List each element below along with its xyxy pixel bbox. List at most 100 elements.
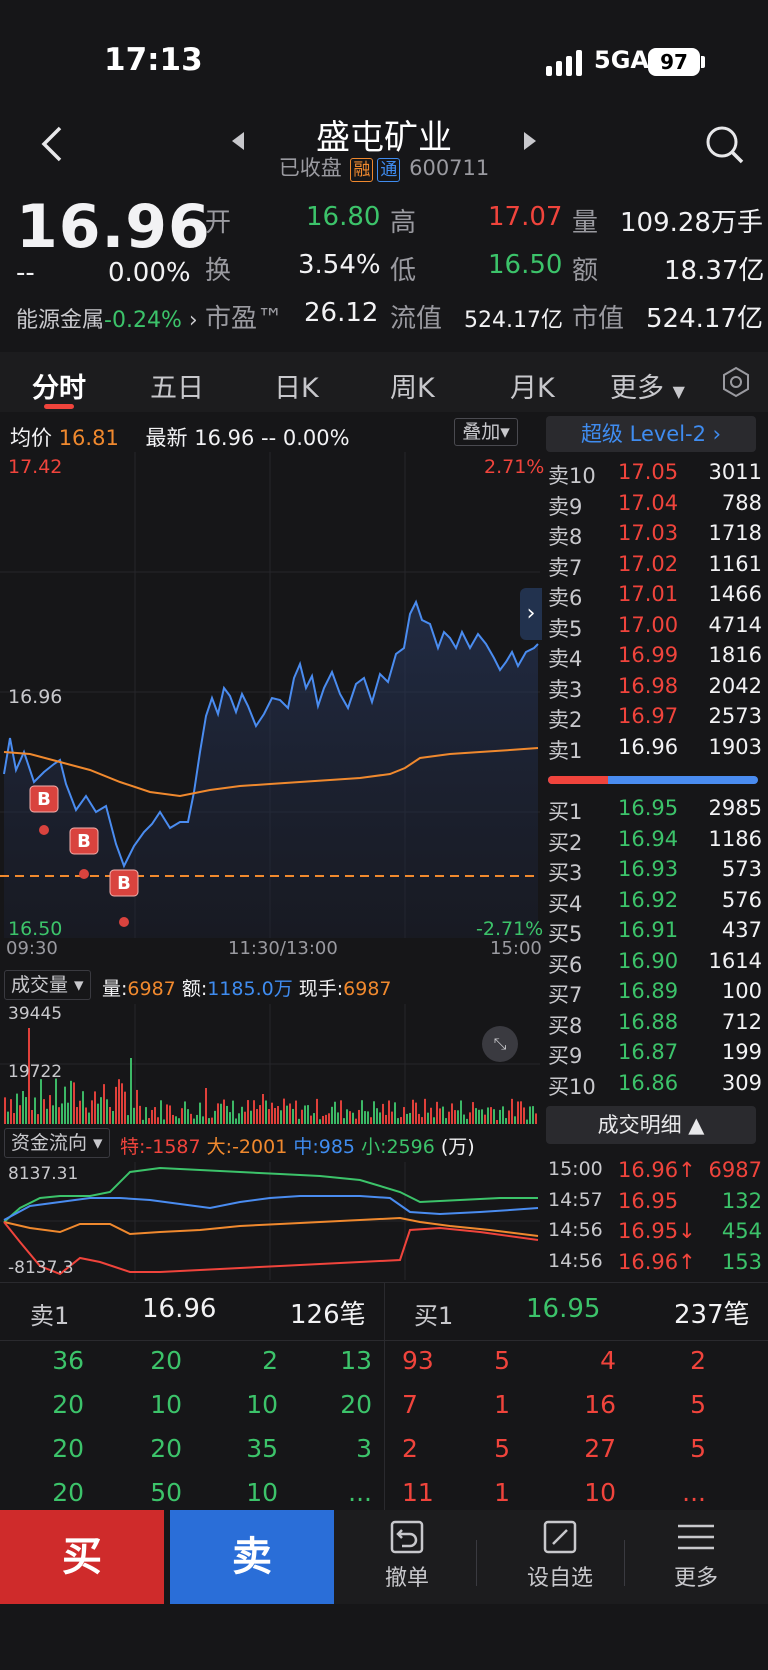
volume-bar (403, 1107, 405, 1124)
tab-intraday[interactable]: 分时 (32, 373, 86, 404)
ask-volume: 2573 (708, 704, 762, 728)
ask-row: 卖2 16.97 2573 (548, 704, 762, 734)
queue-sell-cell: 20 (150, 1434, 182, 1463)
mcap-value: 524.17亿 (646, 304, 763, 334)
time-end: 15:00 (490, 938, 542, 959)
volume-bar (340, 1100, 342, 1124)
stock-name: 盛屯矿业 (316, 118, 452, 158)
sell-button[interactable]: 卖 (170, 1510, 334, 1604)
volume-bar (310, 1115, 312, 1124)
queue-buy-count: 237笔 (674, 1300, 750, 1330)
queue-sell-cell: 13 (340, 1346, 372, 1375)
latest-label: 最新 (145, 426, 188, 450)
volume-bar (487, 1107, 489, 1124)
trade-row: 14:56 16.95↓ 454 (548, 1219, 762, 1249)
volume-bar (508, 1110, 510, 1124)
volume-bar (262, 1094, 264, 1124)
buy-button[interactable]: 买 (0, 1510, 164, 1604)
ask-label: 卖3 (548, 677, 583, 702)
sector-link[interactable]: 能源金属-0.24% › (16, 302, 198, 334)
volume-bar (442, 1106, 444, 1124)
bid-price: 16.94 (618, 826, 679, 851)
volume-bar (511, 1098, 513, 1124)
tab-daily[interactable]: 日K (274, 373, 319, 404)
volume-bar (124, 1091, 126, 1124)
volume-bar (133, 1107, 135, 1124)
level2-button[interactable]: 超级 Level-2 › (546, 416, 756, 452)
avg-price-line (3, 747, 539, 798)
volume-bar (361, 1100, 363, 1124)
overlay-button[interactable]: 叠加▾ (454, 418, 518, 446)
buy-marker[interactable]: B (109, 869, 139, 927)
ask-label: 卖6 (548, 586, 583, 610)
volume-bar (196, 1114, 198, 1124)
chart-tabs: 分时 五日 日K 周K 月K 更多 ▼ (0, 352, 768, 412)
volume-bar (463, 1114, 465, 1124)
add-watchlist-button[interactable]: 设自选 (510, 1518, 610, 1592)
volume-bar (241, 1106, 243, 1124)
buy-marker[interactable]: B (69, 827, 99, 879)
queue-sell-label: 卖1 (30, 1302, 70, 1330)
y-axis-bottom: 16.50 (8, 918, 63, 940)
stock-subtitle: 已收盘 融通 600711 (0, 152, 768, 182)
amt-label2: 额: (181, 978, 208, 1000)
volume-bar (211, 1117, 213, 1124)
volume-bar (76, 1107, 78, 1124)
tab-five-day[interactable]: 五日 (150, 373, 204, 404)
queue-buy-cell: 16 (584, 1390, 616, 1419)
tab-monthly[interactable]: 月K (510, 373, 555, 404)
next-stock-icon[interactable] (522, 130, 538, 156)
volume-bar (175, 1116, 177, 1124)
more-button[interactable]: 更多 (666, 1518, 726, 1592)
volume-bar (394, 1102, 396, 1124)
bid-volume: 576 (721, 887, 762, 912)
volume-bar (472, 1102, 474, 1124)
trade-detail-button[interactable]: 成交明细 ▲ (546, 1106, 756, 1144)
ask-label: 卖9 (548, 494, 583, 519)
y-axis-top: 17.42 (8, 456, 63, 478)
tab-weekly[interactable]: 周K (390, 373, 435, 404)
volume-bar (346, 1109, 348, 1124)
volume-bar (94, 1091, 96, 1124)
ask-price: 17.00 (618, 612, 679, 637)
buy-marker[interactable]: B (29, 785, 59, 835)
volume-bar (517, 1101, 519, 1124)
ask-label: 卖8 (548, 525, 583, 549)
bid-row: 买1 16.95 2985 (548, 796, 762, 826)
volume-bar (259, 1105, 261, 1124)
expand-panel-icon[interactable]: › (520, 588, 542, 640)
prev-stock-icon[interactable] (230, 130, 246, 156)
flow-small: 小:2596 (361, 1136, 435, 1158)
cancel-order-button[interactable]: 撤单 (370, 1518, 444, 1592)
volume-bar (388, 1100, 390, 1124)
search-icon[interactable] (704, 124, 746, 170)
back-icon[interactable] (38, 124, 66, 164)
volume-bar (505, 1118, 507, 1124)
low-label: 低 (390, 256, 417, 286)
capital-flow-selector[interactable]: 资金流向 ▾ (4, 1128, 110, 1158)
intraday-chart[interactable]: B B B (0, 452, 540, 938)
settings-icon[interactable] (720, 366, 752, 402)
queue-sell-cell: ... (348, 1478, 372, 1507)
bid-row: 买7 16.89 100 (548, 979, 762, 1009)
volume-bar (169, 1105, 171, 1124)
bid-label: 买8 (548, 1013, 583, 1038)
bid-label: 买4 (548, 891, 583, 916)
volume-bar (376, 1108, 378, 1124)
volume-bar (502, 1106, 504, 1124)
trade-time: 14:57 (548, 1188, 603, 1211)
ask-volume: 3011 (708, 460, 762, 484)
volume-bar (274, 1108, 276, 1124)
hand-label: 现手: (298, 978, 344, 1000)
open-value: 16.80 (306, 202, 381, 232)
bid-label: 买5 (548, 922, 583, 946)
volume-bar (160, 1100, 162, 1124)
queue-sell-count: 126笔 (290, 1300, 366, 1330)
fullscreen-icon[interactable]: ⤡ (482, 1026, 518, 1062)
ask-label: 卖10 (548, 464, 596, 488)
tab-more[interactable]: 更多 ▼ (610, 366, 685, 405)
volume-bar (235, 1118, 237, 1124)
volume-bar (43, 1099, 45, 1124)
volume-selector[interactable]: 成交量 ▾ (4, 970, 91, 1000)
volume-bar (289, 1103, 291, 1124)
